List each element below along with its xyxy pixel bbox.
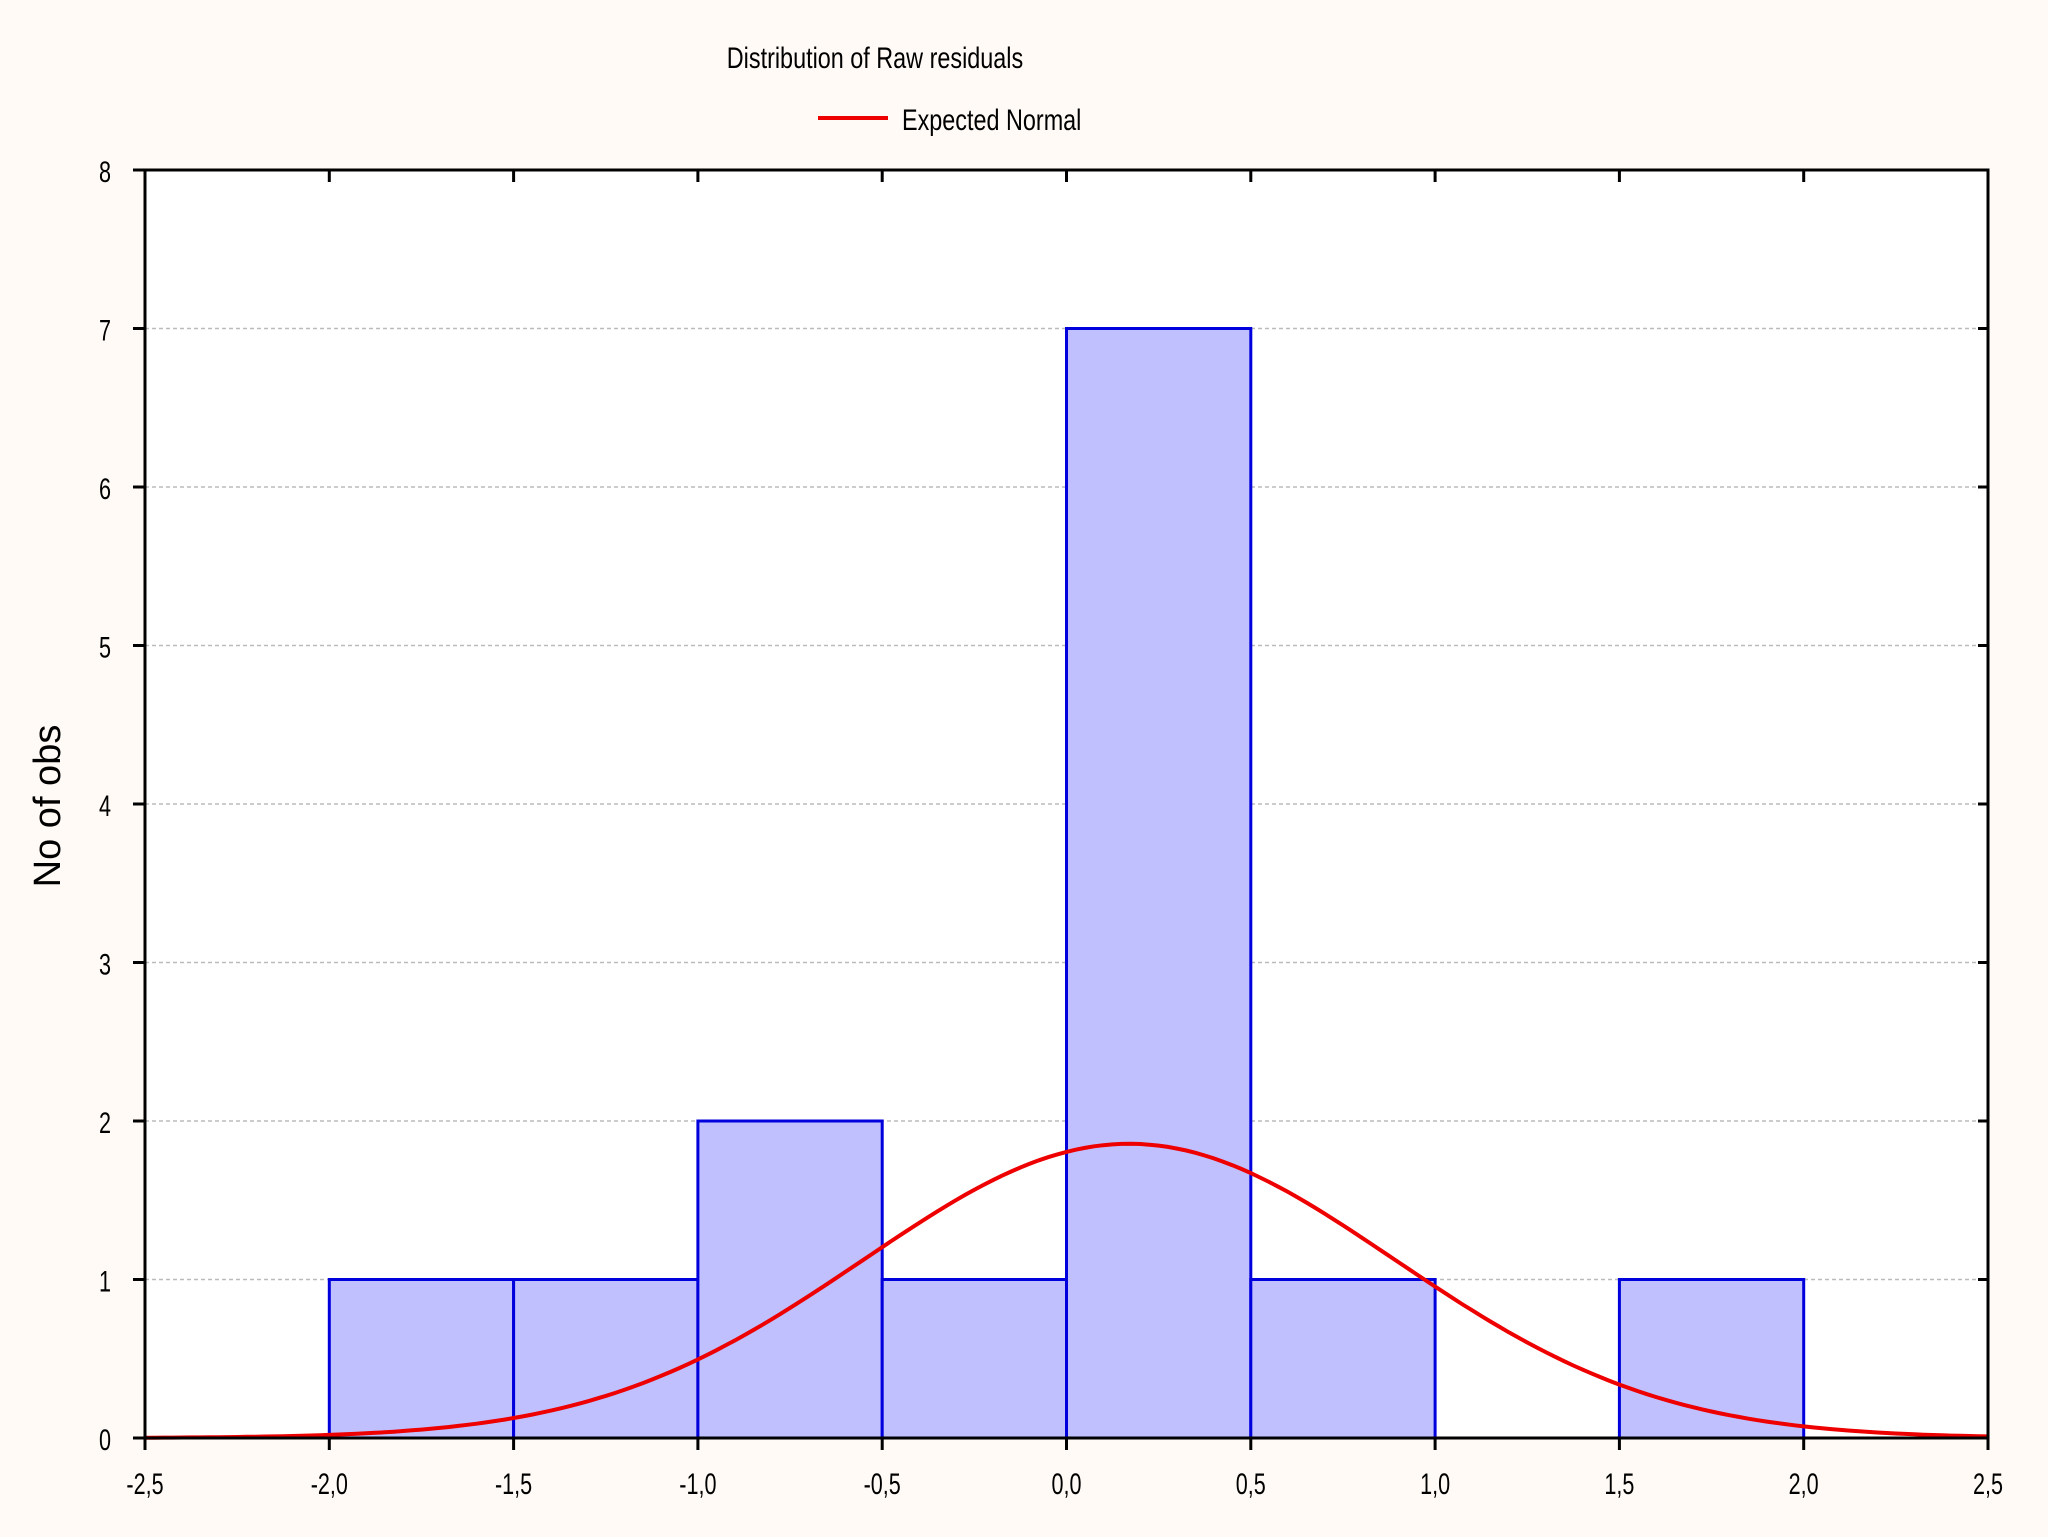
y-tick-label: 0 xyxy=(99,1422,111,1456)
axis-ticks xyxy=(133,168,1990,1450)
histogram-bar xyxy=(880,1278,1069,1440)
y-tick-label: 4 xyxy=(99,788,111,822)
x-tick-label: 0,0 xyxy=(1051,1466,1081,1500)
x-tick-label: 0,5 xyxy=(1236,1466,1266,1500)
x-tick-label: 1,5 xyxy=(1604,1466,1634,1500)
chart-title: Distribution of Raw residuals xyxy=(727,41,1023,74)
legend: Expected Normal xyxy=(818,103,1081,137)
x-tick-label: -1,0 xyxy=(679,1466,716,1500)
histogram-bar xyxy=(1249,1278,1437,1440)
y-tick-label: 2 xyxy=(99,1105,111,1139)
histogram-bar xyxy=(327,1278,516,1440)
x-tick-label: -2,0 xyxy=(311,1466,348,1500)
expected-normal-curve xyxy=(145,1141,1989,1440)
y-tick-label: 5 xyxy=(99,630,111,664)
histogram-bar xyxy=(1617,1278,1806,1440)
y-tick-label: 8 xyxy=(99,154,111,188)
y-tick-label: 1 xyxy=(99,1264,111,1298)
histogram-bar xyxy=(1065,327,1253,1440)
legend-label-expected-normal: Expected Normal xyxy=(902,103,1081,136)
x-tick-label: 2,5 xyxy=(1973,1466,2003,1500)
y-tick-label: 6 xyxy=(99,471,111,505)
y-axis-tick-labels: 0 1 2 3 4 5 6 7 8 xyxy=(99,154,111,1456)
y-tick-label: 7 xyxy=(99,313,111,347)
histogram-bar xyxy=(696,1119,884,1440)
y-tick-label: 3 xyxy=(99,947,111,981)
x-tick-label: -1,5 xyxy=(495,1466,532,1500)
histogram-bars xyxy=(327,327,1806,1440)
x-tick-label: -2,5 xyxy=(126,1466,163,1500)
x-axis-tick-labels: -2,5 -2,0 -1,5 -1,0 -0,5 0,0 0,5 1,0 1,5 2,0 2,5 xyxy=(126,1466,2003,1500)
x-tick-label: 2,0 xyxy=(1789,1466,1819,1500)
x-tick-label: 1,0 xyxy=(1420,1466,1450,1500)
x-tick-label: -0,5 xyxy=(864,1466,901,1500)
y-axis-label: No of obs xyxy=(27,725,69,888)
